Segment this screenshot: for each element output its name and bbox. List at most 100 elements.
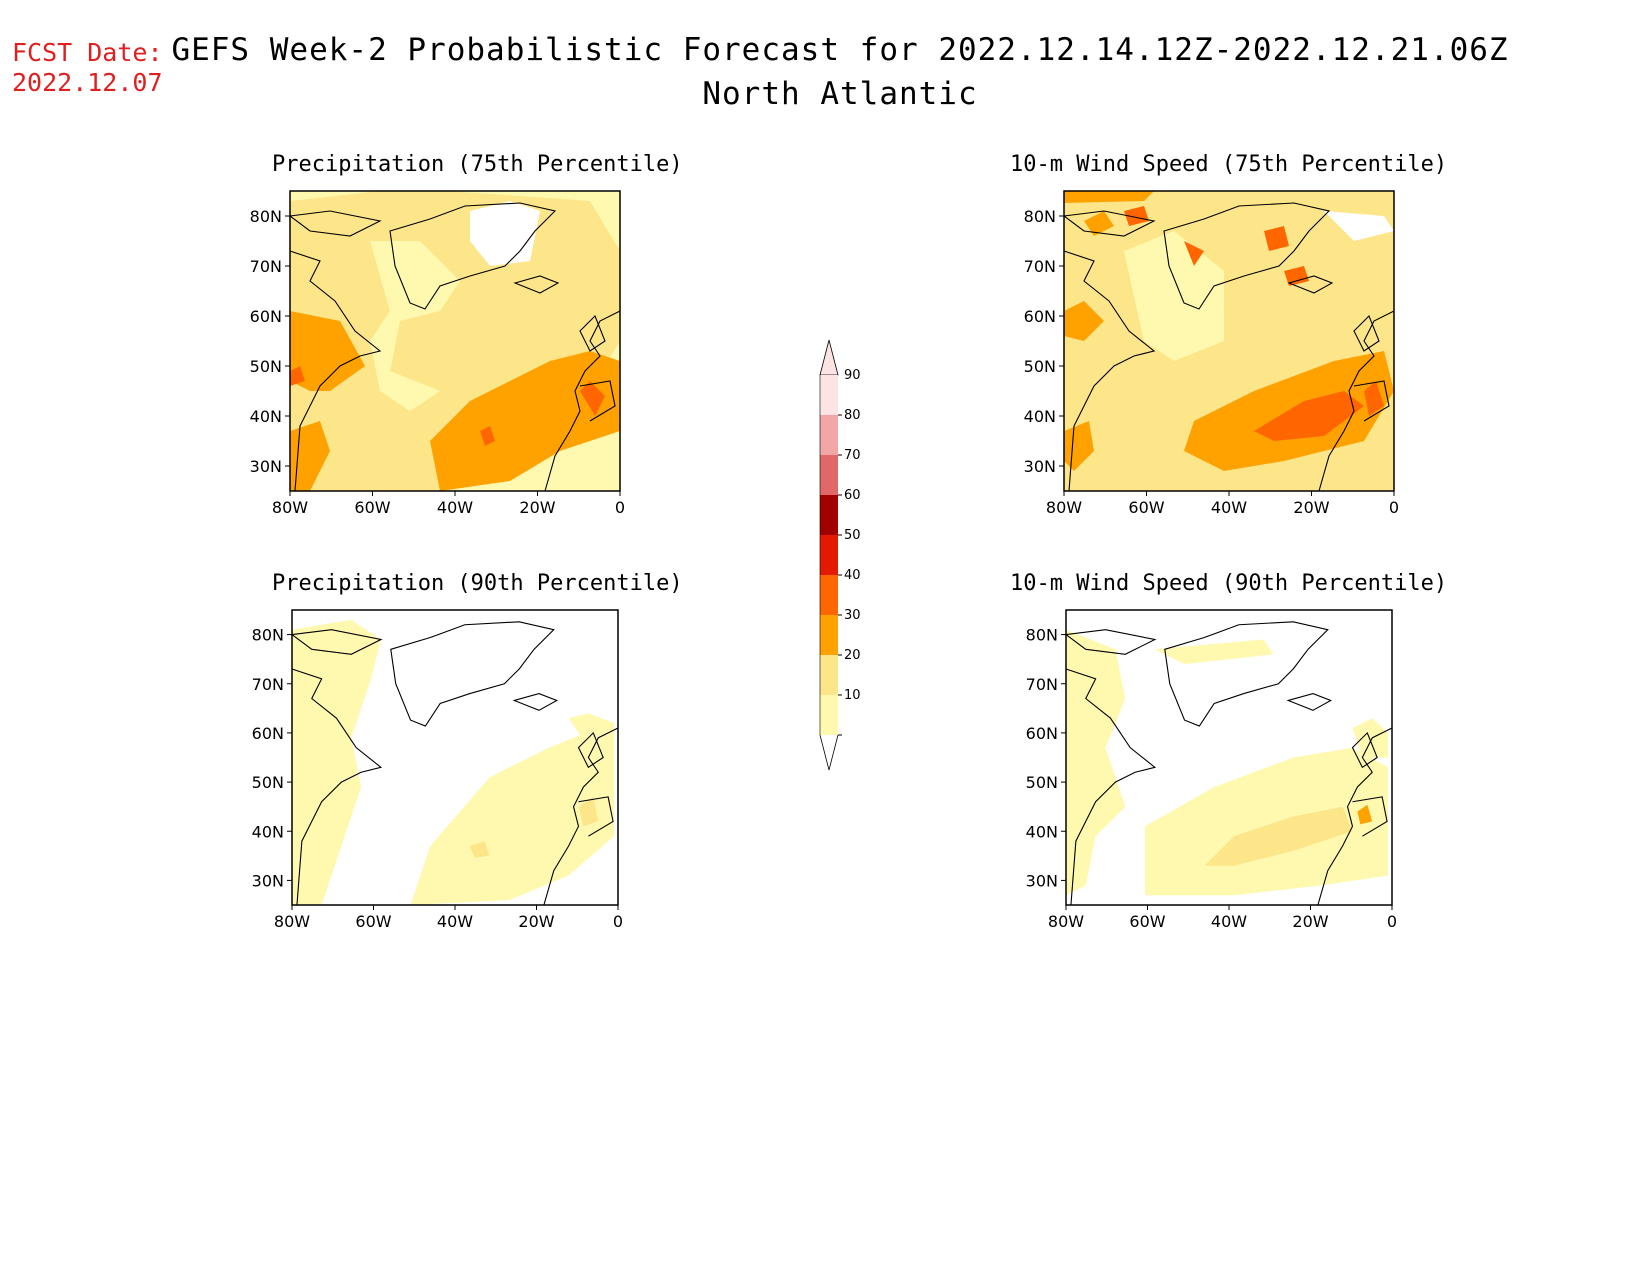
shade-40 [580,381,605,416]
colorbar-swatch [820,655,838,695]
lon-tick-label: 20W [1292,912,1328,931]
shade-30 [290,311,365,391]
lat-tick-label: 50N [252,773,284,792]
shade-40 [480,426,495,446]
shade-40 [290,366,305,386]
colorbar-bottom-triangle [819,734,839,771]
lat-tick-label: 80N [252,626,284,645]
page-title: GEFS Week-2 Probabilistic Forecast for 2… [171,32,1509,68]
lat-tick-label: 70N [250,257,282,276]
lon-tick-label: 20W [519,498,555,517]
lon-tick-label: 80W [274,912,310,931]
colorbar-label: 70 [844,448,861,463]
shade-40 [1264,226,1289,251]
lon-tick-label: 80W [1046,498,1082,517]
forecast-date-label: FCST Date: [12,38,163,67]
colorbar-label: 20 [844,648,861,663]
colorbar-label: 80 [844,408,861,423]
map-precip-90 [290,609,619,906]
shade-20 [578,796,599,827]
region-subtitle: North Atlantic [702,76,978,112]
colorbar-swatch [820,575,838,615]
lat-tick-label: 50N [1026,773,1058,792]
lon-tick-label: 80W [1048,912,1084,931]
lon-tick-label: 0 [1387,912,1397,931]
shade-30 [1064,301,1104,341]
lon-tick-label: 40W [1211,498,1247,517]
lat-tick-label: 80N [1024,207,1056,226]
map-wind-75 [1062,190,1395,492]
shade-10 [370,241,460,411]
shade-0 [470,201,540,266]
shade-20 [1204,806,1353,866]
lat-tick-label: 30N [1024,457,1056,476]
coastline [1064,621,1393,906]
shade-40 [1254,391,1364,441]
shade-10 [410,728,614,905]
shade-10 [1066,629,1126,896]
lat-tick-label: 30N [1026,871,1058,890]
colorbar-label: 90 [844,368,861,383]
lat-tick-label: 80N [250,207,282,226]
colorbar-label: 40 [844,568,861,583]
colorbar: 10 20 30 40 50 60 70 80 90 [819,339,861,771]
shade-10 [1124,231,1224,361]
colorbar-swatch [820,495,838,535]
lat-tick-label: 50N [250,357,282,376]
shade-30 [1357,804,1373,825]
lon-tick-label: 60W [1128,498,1164,517]
lat-tick-label: 30N [250,457,282,476]
lat-tick-label: 80N [1026,626,1058,645]
lat-tick-label: 70N [1024,257,1056,276]
forecast-date-value: 2022.12.07 [12,68,163,97]
colorbar-label: 50 [844,528,861,543]
coastline [290,621,619,906]
lat-tick-label: 70N [1026,675,1058,694]
colorbar-swatch [820,695,838,735]
lon-tick-label: 40W [1211,912,1247,931]
lon-tick-label: 60W [354,498,390,517]
colorbar-label: 10 [844,688,861,703]
shade-10 [1352,718,1388,758]
lon-tick-label: 40W [437,498,473,517]
shade-10 [568,713,614,748]
shade-30 [430,351,620,491]
lat-tick-label: 40N [252,822,284,841]
panel-title-wind75: 10-m Wind Speed (75th Percentile) [1010,152,1448,177]
lat-tick-label: 60N [1024,307,1056,326]
shade-40 [1364,381,1384,416]
shade-40 [1284,266,1309,286]
lat-tick-label: 30N [252,871,284,890]
shade-40 [1124,206,1149,226]
colorbar-swatch [820,615,838,655]
lat-tick-label: 40N [250,407,282,426]
colorbar-swatch [820,375,838,415]
colorbar-swatch [820,415,838,455]
panel-title-precip90: Precipitation (90th Percentile) [272,571,683,596]
panel-title-precip75: Precipitation (75th Percentile) [272,152,683,177]
shade-30 [1084,211,1114,236]
coastline [288,202,621,492]
shade-10 [1154,639,1274,665]
shade-40 [1184,241,1204,266]
lon-tick-label: 20W [518,912,554,931]
colorbar-label: 30 [844,608,861,623]
shade-0 [1324,211,1394,241]
lon-tick-label: 60W [1129,912,1165,931]
shade-30 [290,421,330,491]
lat-tick-label: 70N [252,675,284,694]
colorbar-swatch [820,535,838,575]
lat-tick-label: 50N [1024,357,1056,376]
lon-tick-label: 60W [355,912,391,931]
colorbar-label: 60 [844,488,861,503]
lat-tick-label: 60N [250,307,282,326]
lat-tick-label: 40N [1024,407,1056,426]
lon-tick-label: 80W [272,498,308,517]
panel-title-wind90: 10-m Wind Speed (90th Percentile) [1010,571,1448,596]
colorbar-top-triangle [819,339,839,376]
lon-tick-label: 0 [1389,498,1399,517]
shade-10 [1145,747,1388,896]
lon-tick-label: 20W [1293,498,1329,517]
lon-tick-label: 0 [615,498,625,517]
